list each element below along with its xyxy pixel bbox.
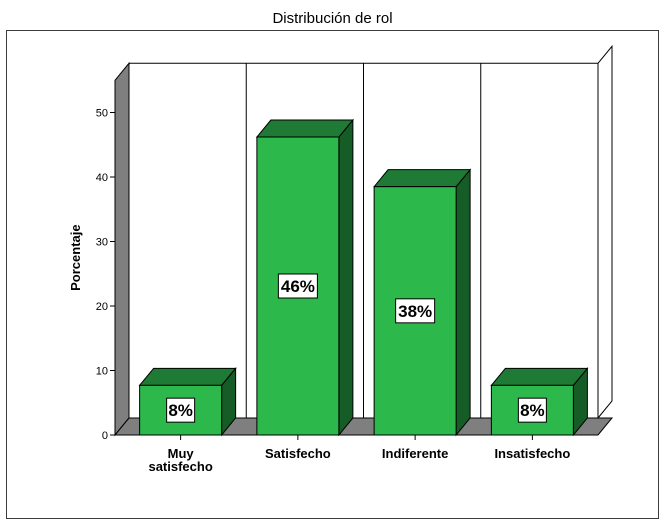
data-label: 8%	[168, 401, 193, 420]
right-wall	[597, 44, 613, 420]
category-label: Muy	[168, 446, 195, 461]
category-label: satisfecho	[148, 459, 212, 474]
bar-side	[338, 118, 354, 437]
y-tick-label: 50	[96, 108, 108, 120]
y-tick-label: 0	[102, 430, 108, 442]
y-tick-label: 40	[96, 172, 108, 184]
bar-top	[255, 119, 354, 138]
bar-top	[138, 367, 237, 386]
data-label: 8%	[520, 401, 545, 420]
y-tick-label: 20	[96, 301, 108, 313]
data-label-box	[517, 397, 547, 423]
bar-top	[490, 367, 589, 386]
category-label: Satisfecho	[265, 446, 331, 461]
y-axis-label: Porcentaje	[68, 224, 83, 290]
left-wall	[114, 61, 130, 437]
y-tick-label: 10	[96, 366, 108, 378]
data-label-box	[395, 298, 436, 324]
category-label: Insatisfecho	[494, 446, 570, 461]
chart-frame	[6, 30, 659, 519]
chart-title: Distribución de rol	[272, 10, 393, 27]
bar-side	[455, 168, 471, 437]
data-label: 38%	[398, 302, 432, 321]
category-label: Indiferente	[382, 446, 448, 461]
data-label-box	[166, 397, 196, 423]
data-label-box	[277, 273, 318, 299]
data-label: 46%	[281, 277, 315, 296]
y-tick-label: 30	[96, 237, 108, 249]
bar-top	[373, 169, 472, 188]
